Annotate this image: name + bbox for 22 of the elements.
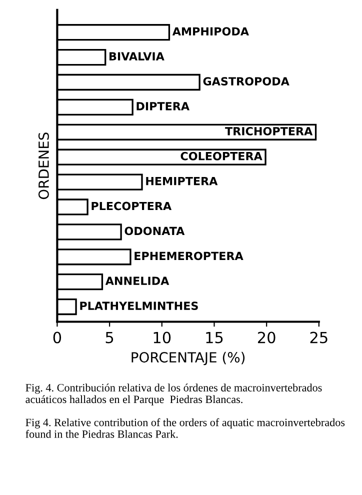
y-tick-label: ODONATA bbox=[124, 226, 185, 236]
y-tick-label: PLATHYELMINTHES bbox=[80, 302, 198, 310]
x-tick-label: 0 bbox=[53, 332, 62, 344]
caption: Fig. 4. Contribución relativa de los órdenes de macroinvertebrados acuáticos hallados en el Parque Piedras Blancas. bbox=[26, 384, 322, 406]
y-axis-title: ORDENES bbox=[38, 132, 49, 200]
y-tick-label: DIPTERA bbox=[136, 102, 190, 110]
y-tick-label: EPHEMEROPTERA bbox=[134, 252, 244, 260]
y-tick-label: AMPHIPODA bbox=[172, 27, 249, 36]
x-axis-title: PORCENTAJE (%) bbox=[132, 352, 245, 366]
y-tick-label: BIVALVIA bbox=[110, 52, 164, 60]
x-tick-label: 20 bbox=[258, 332, 276, 344]
caption: Fig 4. Relative contribution of the orders of aquatic macroinvertebrados found in the Piedras Blancas Park. bbox=[26, 418, 345, 438]
y-tick-label: HEMIPTERA bbox=[146, 177, 218, 186]
x-tick-label: 25 bbox=[310, 332, 328, 344]
x-tick-label: 5 bbox=[106, 332, 114, 344]
y-tick-label: ANNELIDA bbox=[105, 276, 170, 285]
y-tick-label: TRICHOPTERA bbox=[225, 126, 313, 136]
x-tick-label: 15 bbox=[206, 332, 223, 344]
y-tick-label: PLECOPTERA bbox=[92, 202, 172, 210]
y-tick-label: COLEOPTERA bbox=[180, 152, 262, 160]
x-tick-label: 10 bbox=[154, 332, 171, 344]
y-tick-label: GASTROPODA bbox=[203, 77, 290, 86]
